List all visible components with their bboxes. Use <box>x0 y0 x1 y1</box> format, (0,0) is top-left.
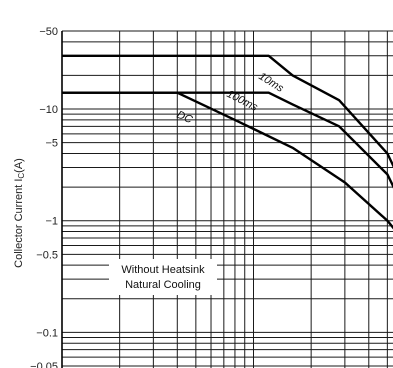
y-tick-label: −0.5 <box>36 249 58 261</box>
y-tick-label: −1 <box>45 216 58 228</box>
y-tick-label: −0.1 <box>36 327 58 339</box>
annotation-box: Without Heatsink Natural Cooling <box>109 259 217 295</box>
annotation-line-2: Natural Cooling <box>125 279 201 291</box>
series-line-100ms <box>62 91 393 189</box>
y-axis-title-unit: (A) <box>13 158 25 173</box>
y-axis-title-main: Collector Current I <box>13 179 25 268</box>
y-axis-title-sub: C <box>17 173 26 179</box>
series-line-10ms <box>62 54 393 169</box>
y-tick-label: −0.05 <box>30 361 58 368</box>
y-tick-labels: −50 −10 −5 −1 −0.5 −0.1 −0.05 <box>30 26 58 368</box>
y-tick-label: −10 <box>39 104 58 116</box>
y-tick-label: −5 <box>45 138 58 150</box>
series-label-dc: DC <box>175 109 194 126</box>
series-line-dc <box>62 91 393 230</box>
annotation-box-bg <box>109 259 217 295</box>
annotation-line-1: Without Heatsink <box>121 264 205 276</box>
y-tick-label: −50 <box>39 26 58 38</box>
curves <box>62 54 393 230</box>
y-axis-title: Collector Current IC(A) <box>13 158 26 268</box>
